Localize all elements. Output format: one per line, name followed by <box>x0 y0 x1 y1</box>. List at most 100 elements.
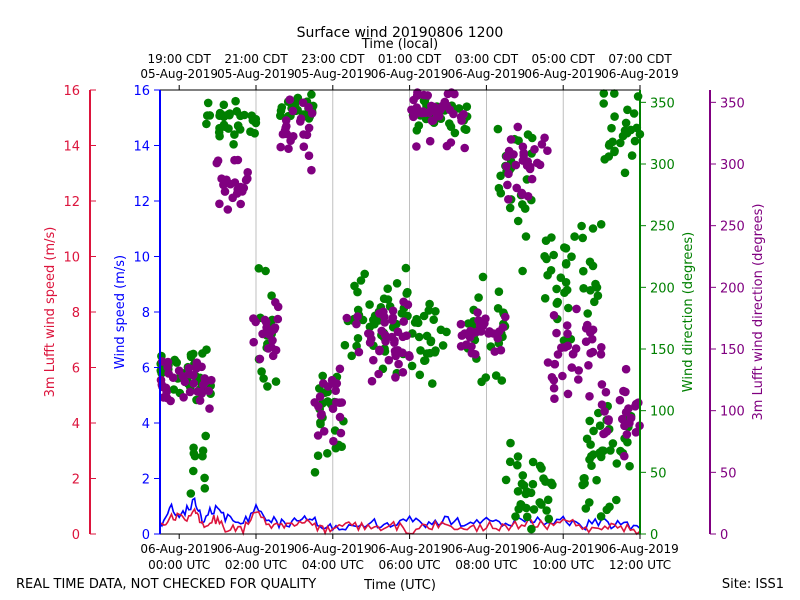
direction-point <box>425 299 434 309</box>
direction-point <box>425 136 435 146</box>
top-axis-label: Time (local) <box>361 37 438 52</box>
direction-point <box>222 175 231 185</box>
direction-point <box>612 459 622 468</box>
direction-point <box>580 479 589 488</box>
direction-point <box>610 89 619 98</box>
direction-point <box>313 451 323 461</box>
direction-point <box>201 431 210 441</box>
wind-speed-tick-label: 16 <box>133 84 150 99</box>
direction-point <box>550 394 559 404</box>
direction-point <box>456 319 466 329</box>
direction-point <box>503 180 512 190</box>
direction-point <box>540 251 549 261</box>
lufft-direction-tick-label: 250 <box>720 220 745 235</box>
direction-point <box>202 345 211 355</box>
top-tick-date: 06-Aug-2019 <box>448 67 526 81</box>
direction-point <box>230 178 240 187</box>
direction-point <box>204 386 213 396</box>
direction-point <box>263 382 272 391</box>
direction-point <box>335 412 345 422</box>
direction-point <box>522 512 532 522</box>
direction-point <box>563 329 572 339</box>
direction-point <box>585 257 595 267</box>
lufft-direction-tick-label: 100 <box>720 405 745 420</box>
direction-point <box>328 404 338 414</box>
direction-point <box>518 266 527 276</box>
direction-point <box>313 431 323 440</box>
direction-point <box>271 377 281 386</box>
wind-speed-tick-label: 4 <box>142 417 150 432</box>
direction-point <box>380 318 390 327</box>
direction-point <box>381 337 390 346</box>
direction-point <box>185 387 195 397</box>
direction-point <box>530 145 539 154</box>
direction-point <box>307 90 316 99</box>
direction-point <box>597 400 607 410</box>
direction-point <box>186 489 196 498</box>
direction-point <box>289 132 298 141</box>
direction-point <box>426 337 436 347</box>
direction-point <box>350 281 359 291</box>
direction-point <box>592 283 602 292</box>
wind-speed-tick-label: 12 <box>133 195 150 210</box>
direction-point <box>494 287 504 297</box>
direction-point <box>342 313 352 323</box>
direction-point <box>335 364 345 374</box>
wind-direction-tick-label: 200 <box>650 281 675 296</box>
bottom-tick-date: 06-Aug-2019 <box>448 542 526 556</box>
direction-point <box>625 418 634 428</box>
direction-point <box>561 260 571 269</box>
lufft-speed-tick-label: 10 <box>63 251 80 266</box>
direction-point <box>526 488 536 498</box>
direction-point <box>337 442 347 452</box>
direction-point <box>172 358 181 367</box>
direction-point <box>607 123 616 133</box>
direction-point <box>407 361 417 371</box>
direction-point <box>365 322 375 332</box>
direction-point <box>205 111 215 120</box>
direction-point <box>388 313 398 323</box>
direction-point <box>476 317 485 327</box>
direction-point <box>416 346 425 355</box>
direction-point <box>223 205 233 214</box>
direction-point <box>506 438 515 448</box>
direction-point <box>398 348 407 358</box>
direction-point <box>394 359 403 369</box>
direction-point <box>543 495 553 505</box>
lufft-speed-tick-label: 16 <box>63 84 80 99</box>
direction-point <box>195 396 205 405</box>
direction-point <box>502 162 511 171</box>
direction-point <box>215 131 224 141</box>
direction-point <box>163 362 172 372</box>
direction-point <box>399 317 409 326</box>
direction-point <box>390 338 399 348</box>
direction-point <box>276 111 285 120</box>
direction-point <box>585 416 594 426</box>
direction-point <box>454 104 464 113</box>
direction-point <box>262 323 271 332</box>
direction-point <box>577 221 586 231</box>
direction-point <box>273 314 283 324</box>
direction-point <box>574 366 583 375</box>
direction-point <box>336 428 346 438</box>
bottom-tick-time: 12:00 UTC <box>609 558 671 572</box>
direction-point <box>493 124 503 134</box>
direction-point <box>367 376 377 386</box>
direction-point <box>369 355 378 365</box>
bottom-tick-time: 10:00 UTC <box>532 558 594 572</box>
direction-point <box>229 140 238 149</box>
wind-direction-tick-label: 0 <box>650 528 658 543</box>
direction-point <box>574 375 583 384</box>
direction-point <box>549 250 558 260</box>
direction-point <box>277 103 287 112</box>
direction-point <box>587 451 596 461</box>
direction-point <box>232 189 242 198</box>
direction-point <box>570 232 579 241</box>
direction-point <box>633 92 643 101</box>
wind-direction-tick-label: 150 <box>650 343 675 358</box>
direction-point <box>610 147 619 157</box>
direction-point <box>340 340 350 350</box>
direction-point <box>513 216 523 226</box>
direction-point <box>299 130 308 139</box>
direction-point <box>413 88 422 97</box>
